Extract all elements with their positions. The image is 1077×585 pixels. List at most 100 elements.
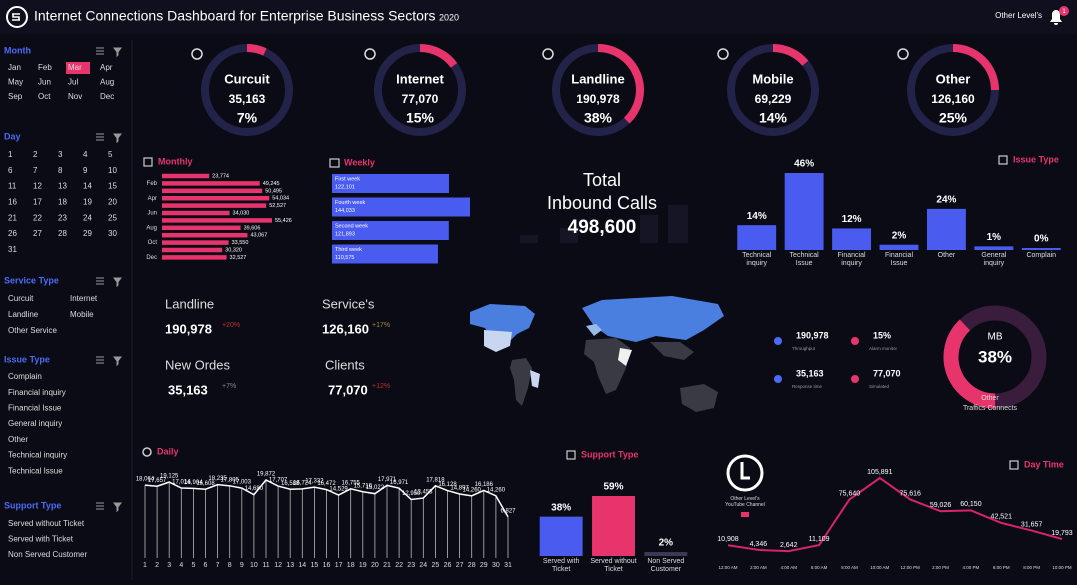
x-tick-label: 17 [335, 562, 343, 569]
slicer-item[interactable]: 1 [8, 150, 13, 159]
slicer-item[interactable]: Mobile [70, 310, 94, 319]
slicer-item[interactable]: 13 [58, 182, 67, 191]
slicer-item[interactable]: Landline [8, 310, 39, 319]
x-tick-label: 10:00 AM [870, 565, 889, 570]
slicer-item[interactable]: Jan [8, 63, 21, 72]
slicer-item[interactable]: 2 [33, 150, 38, 159]
youtube-icon [741, 512, 749, 517]
slicer-item[interactable]: 11 [8, 182, 17, 191]
slicer-item[interactable]: 21 [8, 213, 17, 222]
slicer-item[interactable]: Served without Ticket [8, 519, 85, 528]
slicer-item[interactable]: 15 [108, 182, 117, 191]
x-tick-label: 9 [240, 562, 244, 569]
channel-logo[interactable] [726, 454, 764, 492]
slicer-icon[interactable] [96, 502, 122, 513]
slicer-item[interactable]: Non Served Customer [8, 550, 87, 559]
slicer-item[interactable]: 28 [58, 229, 67, 238]
slicer-item[interactable]: Other Service [8, 326, 57, 335]
slicer-item[interactable]: Nov [68, 92, 82, 101]
value-label: 16,186 [475, 482, 494, 488]
ring-label: Other [936, 71, 971, 86]
x-tick-label: 26 [444, 562, 452, 569]
slicer-item[interactable]: Internet [70, 294, 98, 303]
slicer-item[interactable]: 30 [108, 229, 117, 238]
line [144, 479, 509, 518]
slicer-item[interactable]: 9 [83, 166, 88, 175]
badge-count: 1 [1062, 9, 1066, 15]
slicer-item[interactable]: 7 [33, 166, 38, 175]
slicer-item[interactable]: General inquiry [8, 419, 62, 428]
title-icon [566, 450, 576, 460]
slicer-icon[interactable] [96, 47, 122, 58]
slicer-item[interactable]: Technical inquiry [8, 451, 67, 460]
slicer-item[interactable]: 24 [83, 213, 92, 222]
x-tick-label: 7 [216, 562, 220, 569]
slicer-item[interactable]: 8 [58, 166, 63, 175]
x-tick-label: 18 [347, 562, 355, 569]
value-label: 14,529 [329, 487, 348, 493]
bar [162, 181, 260, 186]
slicer-item[interactable]: 5 [108, 150, 113, 159]
slicer-item[interactable]: 12 [33, 182, 42, 191]
slicer-icon[interactable] [96, 133, 122, 144]
slicer-item[interactable]: 27 [33, 229, 42, 238]
slicer-item[interactable]: 29 [83, 229, 92, 238]
value-label: 4,346 [750, 541, 768, 548]
slicer-item[interactable]: 20 [108, 198, 117, 207]
x-tick-label: 14 [298, 562, 306, 569]
slicer-item[interactable]: Jun [38, 78, 51, 87]
slicer-item[interactable]: 17 [33, 198, 42, 207]
slicer-item[interactable]: 14 [83, 182, 92, 191]
ring-icon [364, 48, 376, 60]
slicer-item[interactable]: May [8, 78, 23, 87]
slicer-item[interactable]: 10 [108, 166, 117, 175]
value-label: 18,064 [136, 477, 155, 483]
slicer-item[interactable]: 3 [58, 150, 63, 159]
slicer-item[interactable]: 25 [108, 213, 117, 222]
ring-arc [419, 44, 458, 68]
bell-icon[interactable] [1050, 10, 1062, 25]
slicer-item[interactable]: Sep [8, 92, 23, 101]
title-icon [1009, 460, 1019, 470]
slicer-item[interactable]: Dec [100, 92, 114, 101]
slicer-item[interactable]: 4 [83, 150, 88, 159]
bar-label: Fourth week [335, 200, 366, 206]
map-brazil [530, 370, 540, 388]
value-label: 11,109 [809, 536, 830, 543]
slicer-icon[interactable] [96, 277, 122, 288]
user-name[interactable]: Other Level's [995, 11, 1042, 20]
bar-label: Second week [335, 223, 368, 229]
slicer-item[interactable]: 19 [83, 198, 92, 207]
slicer-item[interactable]: 18 [58, 198, 67, 207]
slicer-item[interactable]: Complain [8, 372, 42, 381]
kpi-label: Service's [322, 296, 375, 311]
value-label: 19,872 [257, 472, 276, 478]
slicer-item[interactable]: Oct [38, 92, 51, 101]
slicer-item[interactable]: 6 [8, 166, 13, 175]
slicer-item[interactable]: Curcuit [8, 294, 34, 303]
slicer-item[interactable]: 26 [8, 229, 17, 238]
value-label: 59% [603, 482, 623, 493]
value-label: 30,320 [225, 247, 242, 253]
slicer-item[interactable]: 31 [8, 245, 17, 254]
slicer-item[interactable]: Apr [100, 63, 113, 72]
decor-bar [560, 228, 578, 243]
slicer-item[interactable]: Financial inquiry [8, 388, 66, 397]
slicer-item[interactable]: Served with Ticket [8, 535, 74, 544]
x-tick-label: 2:00 PM [932, 565, 949, 570]
slicer-item[interactable]: 16 [8, 198, 17, 207]
slicer-icon[interactable] [96, 356, 122, 367]
slicer-item[interactable]: Technical Issue [8, 466, 63, 475]
y-tick-label: Aug [146, 225, 157, 231]
slicer-item[interactable]: Jul [68, 78, 78, 87]
slicer-item[interactable]: Mar [68, 63, 82, 72]
slicer-item[interactable]: Feb [38, 63, 52, 72]
chart-title: Weekly [344, 157, 375, 167]
slicer-item[interactable]: Aug [100, 78, 114, 87]
map-africa [584, 338, 630, 394]
slicer-item[interactable]: 22 [33, 213, 42, 222]
slicer-item[interactable]: Other [8, 435, 28, 444]
slicer-item[interactable]: Financial Issue [8, 404, 62, 413]
slicer-item[interactable]: 23 [58, 213, 67, 222]
